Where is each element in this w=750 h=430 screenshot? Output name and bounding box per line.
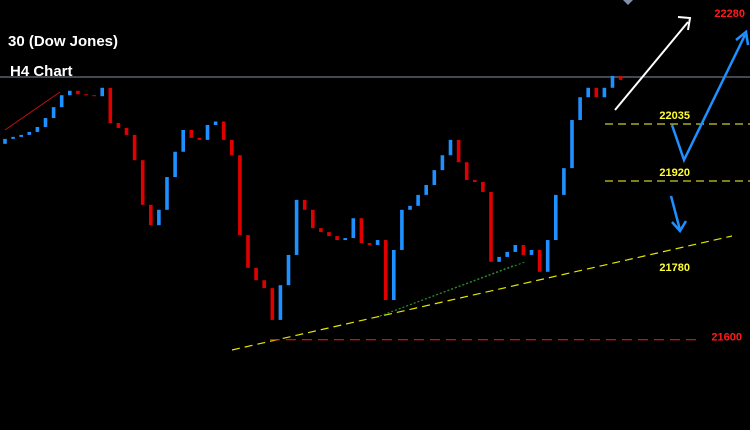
candle bbox=[11, 136, 15, 139]
candle bbox=[311, 209, 315, 229]
candle bbox=[562, 168, 566, 195]
candle bbox=[43, 118, 48, 127]
blue-down-arrow bbox=[669, 195, 682, 231]
candle bbox=[68, 90, 72, 96]
candle bbox=[108, 87, 113, 123]
candle bbox=[610, 75, 615, 88]
candle bbox=[246, 235, 250, 268]
candle bbox=[335, 236, 339, 241]
white-arrow bbox=[614, 21, 689, 111]
candle bbox=[554, 194, 558, 241]
candle bbox=[497, 256, 501, 262]
candle bbox=[100, 87, 104, 97]
candle bbox=[327, 232, 331, 237]
candle bbox=[392, 249, 396, 301]
candle bbox=[221, 121, 226, 140]
candle bbox=[116, 122, 121, 128]
candle bbox=[570, 120, 574, 169]
candles bbox=[3, 75, 623, 320]
candle bbox=[578, 97, 582, 121]
candle bbox=[440, 155, 445, 171]
candle bbox=[238, 155, 242, 236]
candle bbox=[157, 209, 161, 226]
levels: 22280 22035 21920 21780 21600 bbox=[270, 8, 750, 344]
candle bbox=[489, 191, 493, 262]
candle bbox=[173, 151, 177, 178]
candle bbox=[448, 139, 453, 156]
candle bbox=[197, 137, 202, 140]
candle bbox=[124, 127, 129, 135]
candle bbox=[59, 95, 64, 108]
candle bbox=[319, 228, 323, 233]
level-label: 22035 bbox=[659, 110, 690, 122]
candle bbox=[270, 288, 275, 320]
blue-arrow bbox=[670, 34, 747, 164]
candle bbox=[262, 280, 266, 289]
level-label: 21600 bbox=[711, 332, 742, 344]
blue-arrow-head bbox=[735, 29, 750, 46]
candle bbox=[416, 194, 420, 206]
candle bbox=[286, 254, 291, 286]
trend-line bbox=[231, 235, 733, 351]
fan-line bbox=[379, 261, 526, 317]
candle bbox=[181, 129, 185, 152]
candle bbox=[132, 134, 137, 161]
candle bbox=[513, 245, 518, 252]
candle bbox=[594, 87, 599, 98]
chart-subtitle: H4 Chart bbox=[10, 63, 73, 80]
candle bbox=[213, 121, 218, 125]
red-line bbox=[4, 91, 61, 131]
candle bbox=[464, 162, 469, 181]
candle bbox=[586, 87, 590, 98]
candle bbox=[383, 240, 388, 301]
candle bbox=[432, 170, 437, 185]
candle bbox=[400, 209, 404, 250]
white-arrow-head bbox=[677, 16, 692, 31]
candle bbox=[149, 204, 153, 226]
marker bbox=[623, 0, 633, 5]
candle bbox=[19, 134, 23, 137]
candle bbox=[27, 131, 32, 135]
candle bbox=[545, 240, 550, 272]
candle bbox=[294, 199, 299, 255]
blue-down-arrow-head bbox=[671, 220, 688, 234]
candle bbox=[351, 218, 356, 239]
candle bbox=[189, 129, 194, 138]
candle bbox=[481, 182, 485, 192]
candle bbox=[618, 75, 623, 80]
candle bbox=[505, 251, 509, 257]
candle bbox=[343, 238, 347, 241]
candle bbox=[537, 249, 542, 272]
candle bbox=[205, 124, 210, 140]
candle bbox=[278, 285, 283, 320]
candle bbox=[140, 160, 145, 205]
candle bbox=[35, 126, 40, 132]
candle bbox=[359, 218, 364, 244]
candle bbox=[602, 87, 607, 98]
candle bbox=[375, 240, 380, 246]
level-label: 21920 bbox=[659, 167, 690, 179]
candle bbox=[76, 90, 80, 95]
level-label: 22280 bbox=[714, 8, 745, 20]
candle bbox=[230, 139, 234, 156]
candle bbox=[529, 249, 534, 255]
candle bbox=[367, 243, 372, 246]
candle bbox=[84, 94, 88, 96]
candle bbox=[254, 267, 258, 281]
candle bbox=[456, 139, 461, 163]
candle bbox=[3, 138, 7, 144]
chart-title: 30 (Dow Jones) bbox=[8, 33, 118, 50]
candle bbox=[473, 180, 477, 183]
level-label: 21780 bbox=[659, 262, 690, 274]
candle bbox=[408, 205, 412, 210]
candle bbox=[521, 245, 526, 255]
candle bbox=[302, 199, 307, 210]
candle bbox=[165, 177, 169, 210]
candle bbox=[92, 95, 96, 97]
candle bbox=[424, 184, 428, 195]
candle bbox=[51, 107, 56, 119]
